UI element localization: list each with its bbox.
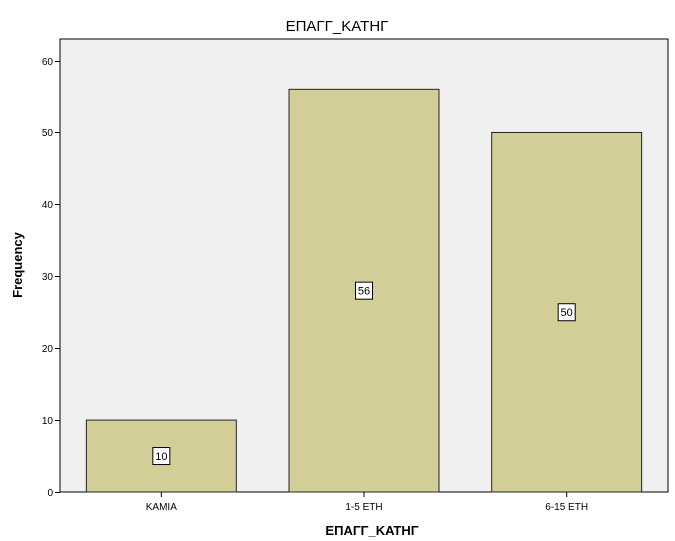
y-tick-label: 10 bbox=[42, 416, 54, 427]
chart-title: ΕΠΑΓΓ_ΚΑΤΗΓ bbox=[286, 18, 389, 35]
y-axis: 0 10 20 30 40 50 60 bbox=[42, 57, 60, 499]
data-label-box bbox=[557, 303, 576, 322]
data-label-box bbox=[152, 447, 171, 466]
y-tick-label: 30 bbox=[42, 272, 54, 283]
x-tick-label: 1-5 ΕΤΗ bbox=[345, 502, 382, 513]
data-label: 10 bbox=[155, 451, 167, 463]
x-axis: ΚΑΜΙΑ 1-5 ΕΤΗ 6-15 ΕΤΗ bbox=[146, 492, 588, 513]
data-label: 56 bbox=[358, 286, 370, 298]
x-tick-label: ΚΑΜΙΑ bbox=[146, 502, 177, 513]
data-label: 50 bbox=[561, 307, 573, 319]
data-label-box bbox=[355, 281, 373, 300]
bars: 10 56 50 bbox=[85, 88, 643, 493]
x-axis-title: ΕΠΑΓΓ_ΚΑΤΗΓ bbox=[325, 523, 418, 538]
y-tick-label: 40 bbox=[42, 200, 54, 211]
y-tick-label: 20 bbox=[42, 344, 54, 355]
y-tick-label: 60 bbox=[42, 57, 54, 68]
y-axis-title: Frequency bbox=[10, 231, 25, 298]
x-tick-label: 6-15 ΕΤΗ bbox=[545, 502, 588, 513]
y-tick-label: 50 bbox=[42, 128, 54, 139]
y-tick-label: 0 bbox=[47, 488, 53, 499]
